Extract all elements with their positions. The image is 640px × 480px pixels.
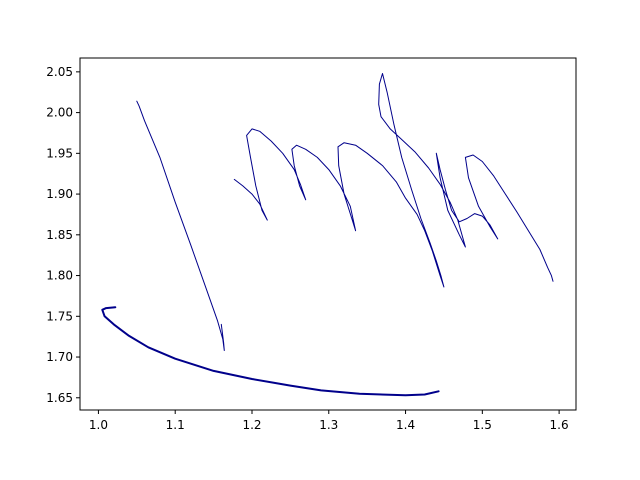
y-tick-label: 2.05 [46,65,73,79]
y-tick-label: 2.00 [46,106,73,120]
axes-frame [79,57,577,411]
x-tick-label: 1.1 [166,418,185,432]
x-axis-ticks: 1.0 1.1 1.2 1.3 1.4 1.5 1.6 [89,410,569,432]
y-tick-label: 1.70 [46,350,73,364]
series-line-2 [136,100,225,351]
y-tick-label: 1.90 [46,187,73,201]
x-tick-label: 1.6 [550,418,569,432]
y-tick-label: 1.85 [46,228,73,242]
y-tick-label: 1.65 [46,391,73,405]
y-tick-label: 1.80 [46,269,73,283]
y-tick-label: 1.75 [46,309,73,323]
series-line-1 [101,306,440,397]
series-layer [101,73,554,397]
x-tick-label: 1.5 [473,418,492,432]
plot-area [79,57,577,411]
x-tick-label: 1.3 [319,418,338,432]
y-axis-ticks: 1.65 1.70 1.75 1.80 1.85 1.90 1.95 2.00 2.05 [46,65,80,405]
y-tick-label: 1.95 [46,146,73,160]
x-tick-label: 1.4 [396,418,415,432]
x-tick-label: 1.2 [242,418,261,432]
x-tick-label: 1.0 [89,418,108,432]
series-line-3 [233,73,554,288]
